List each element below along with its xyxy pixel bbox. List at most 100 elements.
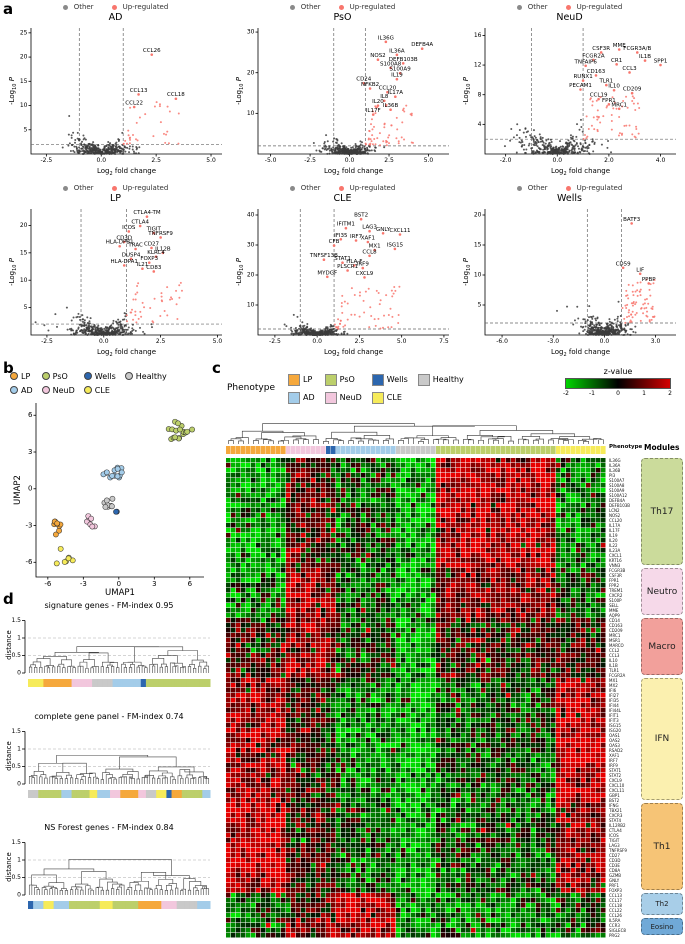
dendrogram-complete-panel: complete gene panel - FM-index 0.74: [4, 711, 218, 822]
legend-other: Other: [516, 3, 548, 11]
other-dot-icon: [62, 185, 68, 191]
other-dot-icon: [62, 4, 68, 10]
volcano-title: NeuD: [556, 12, 583, 23]
colorbar-title: z-value: [603, 367, 633, 376]
legend-up-label: Up-regulated: [349, 3, 396, 11]
volcano-cle: Other Up-regulated CLE: [229, 181, 456, 362]
other-dot-icon: [289, 185, 295, 191]
other-dot-icon: [289, 4, 295, 10]
module-th1: Th1: [641, 803, 683, 890]
module-macro: Macro: [641, 618, 683, 675]
other-dot-icon: [516, 4, 522, 10]
panel-label-d: d: [3, 590, 14, 608]
volcano-neud: Other Up-regulated NeuD: [456, 0, 683, 181]
module-th2: Th2: [641, 893, 683, 915]
legend-swatch-icon: [41, 386, 50, 394]
legend-item-lp: LP: [10, 372, 33, 381]
legend-item-cle: CLE: [83, 386, 116, 395]
legend-other-label: Other: [73, 184, 94, 192]
legend-item-ad: AD: [288, 391, 315, 404]
legend-swatch-icon: [371, 373, 384, 386]
up-dot-icon: [338, 4, 344, 10]
volcano-legend: Other Up-regulated: [456, 2, 683, 12]
legend-up: Up-regulated: [338, 3, 396, 11]
legend-other: Other: [289, 3, 321, 11]
legend-other-label: Other: [73, 3, 94, 11]
legend-label: Wells: [94, 371, 116, 381]
volcano-title: AD: [108, 12, 123, 23]
dendrogram-ns-forest: NS Forest genes - FM-index 0.84: [4, 822, 218, 933]
legend-item-healthy: Healthy: [417, 373, 464, 386]
legend-swatch-icon: [124, 372, 133, 380]
legend-swatch-icon: [288, 373, 300, 386]
colorbar-tick: 2: [668, 390, 672, 397]
legend-label: NeuD: [339, 393, 362, 402]
legend-label: NeuD: [52, 385, 75, 395]
legend-up-label: Up-regulated: [122, 184, 169, 192]
legend-label: LP: [21, 371, 31, 381]
legend-swatch-icon: [324, 373, 337, 386]
umap-canvas: [12, 399, 208, 597]
legend-up-label: Up-regulated: [122, 3, 169, 11]
volcano-canvas-lp: [4, 205, 227, 357]
dendrogram-title: signature genes - FM-index 0.95: [44, 601, 174, 610]
dendrogram-canvas-ns-forest: [4, 833, 212, 921]
legend-swatch-icon: [417, 373, 430, 386]
volcano-canvas-ad: [4, 24, 227, 176]
legend-item-neud: NeuD: [324, 391, 362, 404]
volcano-canvas-cle: [231, 205, 454, 357]
legend-other-label: Other: [300, 184, 321, 192]
volcano-canvas-neud: [458, 24, 681, 176]
legend-other-label: Other: [300, 3, 321, 11]
volcano-title: PsO: [333, 12, 352, 23]
up-dot-icon: [565, 185, 571, 191]
up-dot-icon: [111, 4, 117, 10]
legend-other-label: Other: [527, 184, 548, 192]
volcano-legend: Other Up-regulated: [229, 2, 456, 12]
dendrogram-canvas-complete-panel: [4, 722, 212, 810]
legend-other: Other: [516, 184, 548, 192]
colorbar-tick: 0: [616, 390, 620, 397]
legend-label: AD: [303, 393, 315, 402]
panel-label-b: b: [3, 359, 14, 377]
legend-other: Other: [62, 184, 94, 192]
colorbar-ticks: -2 -1 0 1 2: [563, 390, 672, 398]
legend-item-wells: Wells: [83, 371, 116, 381]
module-ifn: IFN: [641, 678, 683, 800]
heatmap-gene-labels-canvas: [608, 458, 639, 938]
heatmap-phenotype-legend: LP AD PsO NeuD Wells CLE Healthy: [288, 372, 464, 405]
modules-header: Modules: [644, 443, 680, 452]
dendrogram-canvas-signature: [4, 611, 212, 699]
legend-item-pso: PsO: [324, 373, 362, 386]
legend-up: Up-regulated: [111, 184, 169, 192]
legend-label: CLE: [386, 393, 402, 402]
legend-swatch-icon: [83, 372, 92, 380]
legend-item-cle: CLE: [371, 391, 408, 404]
volcano-wells: Other Up-regulated Wells: [456, 181, 683, 362]
dendrogram-signature: signature genes - FM-index 0.95: [4, 600, 218, 711]
modules-column: Th17 Neutro Macro IFN Th1 Th2 Eosino: [641, 458, 683, 938]
legend-label: Healthy: [135, 371, 167, 381]
legend-item-pso: PsO: [41, 372, 75, 381]
legend-up: Up-regulated: [338, 184, 395, 192]
legend-label: LP: [303, 375, 313, 384]
module-eosino: Eosino: [641, 918, 683, 935]
heatmap-canvas: [226, 412, 606, 939]
dendrogram-title: NS Forest genes - FM-index 0.84: [44, 823, 174, 832]
volcano-pso: Other Up-regulated PsO: [229, 0, 456, 181]
legend-swatch-icon: [10, 372, 18, 380]
legend-swatch-icon: [324, 391, 337, 404]
module-neutro: Neutro: [641, 568, 683, 615]
legend-item-wells: Wells: [371, 373, 408, 386]
legend-item-healthy: Healthy: [124, 371, 167, 381]
legend-label: PsO: [339, 375, 355, 384]
legend-swatch-icon: [371, 391, 384, 404]
umap-phenotype-legend: LP AD PsO NeuD Wells CLE Healthy: [10, 369, 167, 397]
legend-label: AD: [21, 385, 33, 395]
legend-other: Other: [289, 184, 321, 192]
volcano-canvas-wells: [458, 205, 681, 357]
legend-item-neud: NeuD: [41, 385, 75, 395]
panel-label-c: c: [212, 359, 221, 377]
volcano-panel: Other Up-regulated AD Other Up-regulated…: [2, 0, 685, 362]
